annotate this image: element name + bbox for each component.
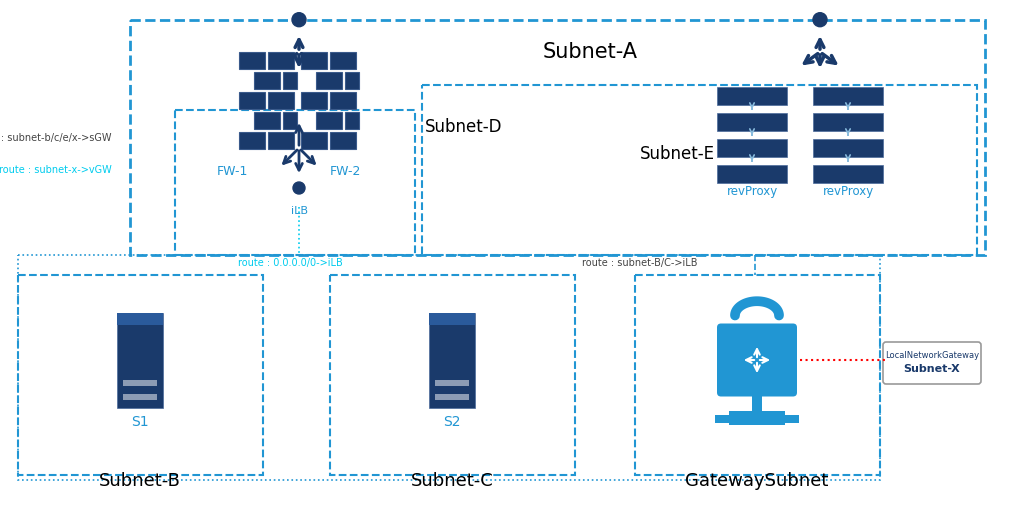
Bar xyxy=(315,112,341,128)
Bar xyxy=(813,165,883,183)
Bar xyxy=(435,393,469,400)
Text: revProxy: revProxy xyxy=(822,185,873,198)
Text: Subnet-D: Subnet-D xyxy=(425,118,503,136)
Text: FW-2: FW-2 xyxy=(330,165,360,178)
Bar xyxy=(301,91,327,108)
Bar xyxy=(429,312,475,324)
Bar xyxy=(18,275,263,475)
Text: revProxy: revProxy xyxy=(726,185,777,198)
Bar xyxy=(268,52,294,68)
Bar xyxy=(239,131,265,149)
Bar xyxy=(344,112,359,128)
Bar xyxy=(729,411,785,424)
Bar xyxy=(813,113,883,131)
Bar xyxy=(635,275,880,475)
Bar xyxy=(130,20,985,255)
Text: route : 0.0.0.0/0->iLB: route : 0.0.0.0/0->iLB xyxy=(238,258,342,268)
Bar xyxy=(175,110,415,255)
Bar xyxy=(783,415,799,422)
FancyBboxPatch shape xyxy=(883,342,981,384)
Circle shape xyxy=(293,182,305,194)
Bar xyxy=(330,91,356,108)
Bar xyxy=(429,312,475,408)
Bar xyxy=(301,131,327,149)
Bar xyxy=(715,415,731,422)
Bar xyxy=(239,91,265,108)
Bar xyxy=(752,392,762,411)
Bar xyxy=(123,393,157,400)
Text: Subnet-A: Subnet-A xyxy=(543,42,638,62)
Text: Subnet-X: Subnet-X xyxy=(903,364,961,374)
Bar xyxy=(315,71,341,89)
Text: S2: S2 xyxy=(443,415,461,429)
Bar xyxy=(123,380,157,385)
Bar xyxy=(254,112,280,128)
Bar xyxy=(283,112,297,128)
Bar xyxy=(330,131,356,149)
Bar xyxy=(254,71,280,89)
Text: S1: S1 xyxy=(131,415,148,429)
Text: route : subnet-B/C->iLB: route : subnet-B/C->iLB xyxy=(583,258,697,268)
Bar xyxy=(717,87,787,105)
Bar xyxy=(268,131,294,149)
Text: GatewaySubnet: GatewaySubnet xyxy=(685,472,828,490)
Circle shape xyxy=(292,13,306,27)
Circle shape xyxy=(813,13,827,27)
Bar xyxy=(717,139,787,157)
Text: Subnet-C: Subnet-C xyxy=(411,472,494,490)
Text: FW-1: FW-1 xyxy=(216,165,248,178)
Bar xyxy=(422,85,977,255)
Text: route : subnet-b/c/e/x->sGW: route : subnet-b/c/e/x->sGW xyxy=(0,133,112,143)
Bar xyxy=(344,71,359,89)
Text: Subnet-E: Subnet-E xyxy=(640,145,715,163)
Text: Subnet-B: Subnet-B xyxy=(99,472,181,490)
Bar xyxy=(268,91,294,108)
Bar xyxy=(717,165,787,183)
Bar xyxy=(330,275,575,475)
Bar xyxy=(283,71,297,89)
FancyBboxPatch shape xyxy=(717,323,797,396)
Bar xyxy=(330,52,356,68)
Text: iLB: iLB xyxy=(291,206,307,216)
Bar xyxy=(18,255,880,480)
Bar xyxy=(435,380,469,385)
Bar xyxy=(813,87,883,105)
Bar xyxy=(813,139,883,157)
Bar xyxy=(117,312,163,324)
Bar xyxy=(239,52,265,68)
Bar xyxy=(117,312,163,408)
Text: route : subnet-x->vGW: route : subnet-x->vGW xyxy=(0,165,112,175)
Bar xyxy=(717,113,787,131)
Bar xyxy=(301,52,327,68)
Text: LocalNetworkGateway: LocalNetworkGateway xyxy=(885,350,979,359)
